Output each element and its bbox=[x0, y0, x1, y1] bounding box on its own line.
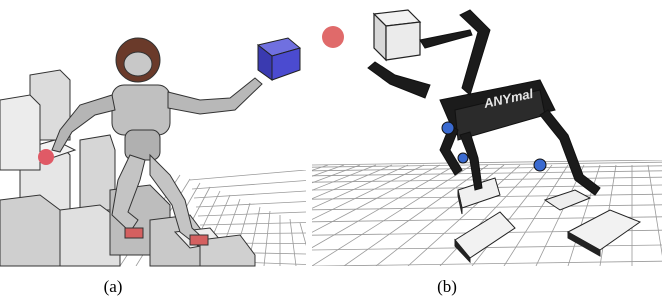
humanoid-robot-part bbox=[124, 52, 152, 76]
blocks-part bbox=[0, 95, 40, 170]
target-sphere bbox=[322, 26, 344, 48]
panel-label: (b) bbox=[437, 277, 457, 296]
cube-part bbox=[386, 22, 420, 60]
blocks-part bbox=[0, 195, 60, 266]
figure: ANYmal (a) (b) bbox=[0, 0, 665, 302]
target-sphere bbox=[38, 149, 54, 165]
panel-a-image bbox=[0, 0, 312, 275]
cube bbox=[374, 10, 420, 60]
quadruped-robot-part bbox=[442, 122, 454, 134]
quadruped-robot-part bbox=[534, 159, 546, 171]
humanoid-robot-part bbox=[190, 235, 208, 245]
humanoid-robot-part bbox=[125, 228, 143, 238]
humanoid-robot-part bbox=[112, 85, 170, 135]
panel-label: (a) bbox=[104, 277, 123, 296]
grid-line bbox=[312, 279, 662, 284]
quadruped-robot-part bbox=[458, 153, 468, 163]
grid-line bbox=[210, 270, 306, 275]
